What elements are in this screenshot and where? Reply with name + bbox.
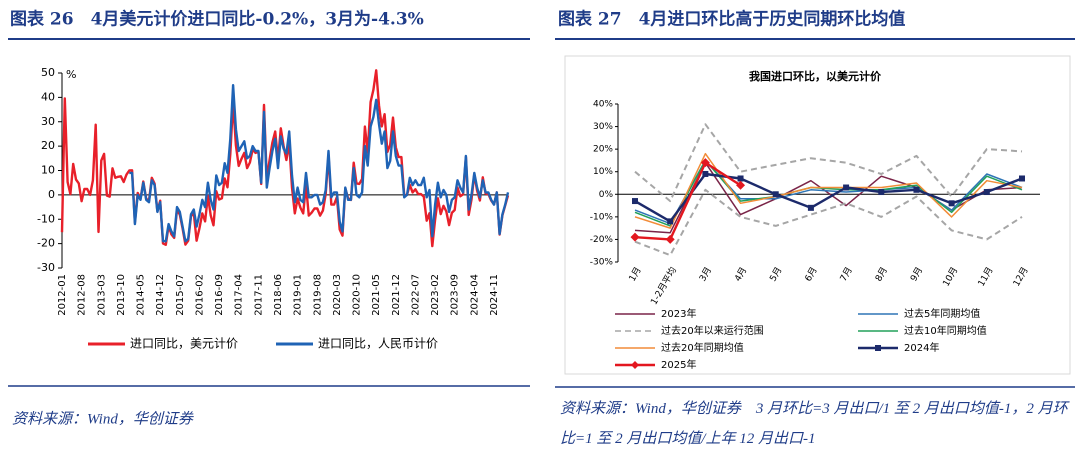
marker bbox=[630, 232, 640, 242]
marker bbox=[702, 170, 709, 177]
x-tick-label: 2020-03 bbox=[332, 274, 343, 316]
legend-marker bbox=[631, 361, 639, 369]
marker bbox=[843, 184, 850, 191]
x-tick-label: 2013-03 bbox=[96, 274, 107, 316]
x-tick-label: 4月 bbox=[732, 265, 749, 283]
x-tick-label: 12月 bbox=[1011, 265, 1031, 288]
x-tick-label: 9月 bbox=[908, 265, 925, 283]
x-tick-label: 8月 bbox=[873, 265, 890, 283]
x-tick-label: 1月 bbox=[627, 265, 644, 283]
y-tick-label: 20 bbox=[41, 139, 55, 152]
marker bbox=[983, 189, 990, 196]
marker bbox=[632, 198, 638, 205]
legend-label: 进口同比，人民币计价 bbox=[318, 337, 438, 351]
x-tick-label: 7月 bbox=[838, 265, 855, 283]
x-tick-label: 2023-02 bbox=[430, 274, 441, 316]
chart-frame bbox=[564, 55, 1071, 375]
marker bbox=[665, 234, 675, 244]
y-tick-label: 40 bbox=[41, 90, 55, 103]
source: 资料来源：Wind，华创证券 3 月环比=3 月出口/1 至 2 月出口均值-1… bbox=[560, 401, 1068, 447]
x-tick-label: 2020-10 bbox=[352, 274, 363, 316]
x-tick-label: 6月 bbox=[803, 265, 820, 283]
x-tick-label: 2012-01 bbox=[57, 274, 68, 316]
legend-label: 过去10年同期均值 bbox=[904, 324, 987, 337]
x-tick-label: 3月 bbox=[697, 265, 714, 283]
legend-label: 过去5年同期均值 bbox=[904, 307, 980, 320]
line bbox=[60, 69, 510, 248]
line bbox=[634, 161, 742, 241]
x-tick-label: 5月 bbox=[768, 265, 785, 283]
legend-label: 进口同比，美元计价 bbox=[130, 337, 238, 351]
marker bbox=[700, 158, 710, 168]
y-tick-label: -20% bbox=[590, 235, 614, 245]
marker bbox=[667, 218, 674, 225]
y-tick-label: 30% bbox=[593, 122, 613, 132]
line bbox=[129, 84, 510, 243]
line bbox=[634, 159, 1023, 227]
y-tick-label: 10% bbox=[593, 167, 613, 177]
x-tick-label: 2013-10 bbox=[116, 274, 127, 316]
legend-label: 过去20年以来运行范围 bbox=[661, 324, 764, 337]
y-tick-label: 30 bbox=[41, 115, 55, 128]
marker bbox=[807, 204, 814, 211]
y-tick-label: 40% bbox=[593, 100, 613, 110]
x-tick-label: 2023-09 bbox=[450, 274, 461, 316]
y-tick-label: 50 bbox=[41, 66, 55, 79]
x-tick-label: 2014-05 bbox=[136, 274, 147, 316]
y-tick-label: -30 bbox=[37, 261, 55, 274]
x-tick-label: 10月 bbox=[941, 265, 961, 288]
x-tick-label: 2019-01 bbox=[293, 274, 304, 316]
y-unit: % bbox=[66, 68, 76, 81]
y-tick-label: -20 bbox=[37, 237, 55, 250]
y-tick-label: 20% bbox=[593, 145, 613, 155]
legend-marker bbox=[875, 345, 881, 351]
chart-subtitle: 我国进口环比，以美元计价 bbox=[749, 69, 882, 83]
x-tick-label: 2017-11 bbox=[253, 274, 264, 316]
source: 资料来源：Wind，华创证券 bbox=[12, 410, 194, 427]
x-tick-label: 2016-02 bbox=[194, 274, 205, 316]
x-tick-label: 2014-12 bbox=[155, 274, 166, 316]
marker bbox=[1019, 175, 1025, 182]
x-tick-label: 2021-05 bbox=[371, 274, 382, 316]
chart-title: 图表 27 4月进口环比高于历史同期环比均值 bbox=[558, 9, 905, 30]
x-tick-label: 11月 bbox=[976, 265, 996, 288]
x-tick-label: 2022-07 bbox=[410, 274, 421, 316]
y-tick-label: -10% bbox=[590, 212, 614, 222]
x-tick-label: 2024-11 bbox=[489, 274, 500, 316]
legend-label: 2023年 bbox=[661, 307, 696, 320]
y-tick-label: -10 bbox=[37, 212, 55, 225]
x-tick-label: 2016-09 bbox=[214, 274, 225, 316]
marker bbox=[878, 189, 885, 196]
legend-label: 过去20年同期均值 bbox=[661, 341, 744, 354]
x-tick-label: 2012-08 bbox=[77, 274, 88, 316]
y-tick-label: 10 bbox=[41, 164, 55, 177]
x-tick-label: 2021-12 bbox=[391, 274, 402, 316]
y-tick-label: -30% bbox=[590, 258, 614, 268]
marker bbox=[737, 175, 744, 182]
y-tick-label: 0 bbox=[48, 188, 55, 201]
marker bbox=[913, 186, 920, 193]
chart-title: 图表 26 4月美元计价进口同比-0.2%，3月为-4.3% bbox=[10, 9, 424, 30]
x-tick-label: 2019-08 bbox=[312, 274, 323, 316]
x-tick-label: 2018-06 bbox=[273, 274, 284, 316]
x-tick-label: 2024-04 bbox=[469, 274, 480, 316]
legend-label: 2025年 bbox=[661, 358, 696, 371]
marker bbox=[948, 200, 955, 207]
x-tick-label: 2017-04 bbox=[234, 274, 245, 316]
marker bbox=[772, 191, 779, 198]
x-tick-label: 2015-07 bbox=[175, 274, 186, 316]
line bbox=[634, 172, 1023, 223]
marker bbox=[736, 180, 746, 190]
legend-label: 2024年 bbox=[904, 341, 939, 354]
y-tick-label: 0% bbox=[599, 190, 614, 200]
line bbox=[634, 152, 1023, 229]
x-tick-label: 1-2月平均 bbox=[648, 265, 679, 307]
